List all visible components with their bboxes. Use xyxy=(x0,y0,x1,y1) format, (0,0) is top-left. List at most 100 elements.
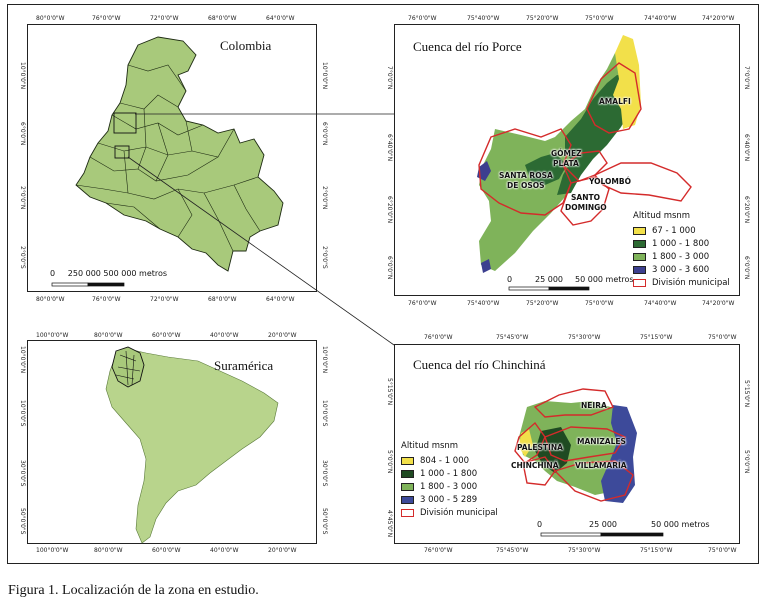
place-label-domingo: DOMINGO xyxy=(565,203,607,212)
legend-swatch-boundary xyxy=(401,508,414,517)
colombia-right-tick: 2°0'0"N xyxy=(321,186,328,210)
porce-bottom-tick: 74°40'0"W xyxy=(644,300,677,307)
southamerica-bottom-tick: 20°0'0"W xyxy=(268,547,297,554)
colombia-right-tick: 10°0'0"N xyxy=(321,62,328,90)
chinchina-locator-box xyxy=(114,145,130,159)
chinchina-legend-row: 804 - 1 000 xyxy=(401,454,498,467)
colombia-right-tick: 2°0'0"S xyxy=(321,246,328,269)
chinchina-top-tick: 75°30'0"W xyxy=(568,334,601,341)
chinchina-elev-3000-5289 xyxy=(601,405,637,503)
southamerica-right-tick: 30°0'0"S xyxy=(321,460,328,487)
chinchina-left-tick: 5°15'0"N xyxy=(386,378,393,406)
porce-map xyxy=(477,35,692,291)
chinchina-bottom-tick: 75°0'0"W xyxy=(708,547,737,554)
porce-right-tick: 6°0'0"N xyxy=(743,256,750,280)
porce-right-tick: 7°0'0"N xyxy=(743,66,750,90)
porce-left-tick: 7°0'0"N xyxy=(386,66,393,90)
figure-caption: Figura 1. Localización de la zona en est… xyxy=(8,583,259,598)
chinchina-scale-25000: 25 000 xyxy=(589,520,617,529)
chinchina-right-tick: 5°0'0"N xyxy=(743,450,750,474)
chinchina-elev-1800-3000 xyxy=(519,401,633,495)
chinchina-legend-row: 1 800 - 3 000 xyxy=(401,480,498,493)
porce-elev-1000-1800 xyxy=(557,75,631,195)
colombia-right-tick: 6°0'0"N xyxy=(321,122,328,146)
porce-top-tick: 76°0'0"W xyxy=(408,15,437,22)
colombia-title: Colombia xyxy=(220,38,272,53)
legend-swatch-dark-green xyxy=(401,469,414,478)
legend-swatch-light-green xyxy=(401,482,414,491)
place-label-palestina: PALESTINA xyxy=(517,443,563,452)
porce-legend-row: 1 800 - 3 000 xyxy=(633,250,730,263)
southamerica-bottom-tick: 40°0'0"W xyxy=(210,547,239,554)
colombia-left-tick: 10°0'0"N xyxy=(19,62,26,90)
southamerica-map xyxy=(105,346,279,544)
porce-legend-row: 3 000 - 3 600 xyxy=(633,263,730,276)
chinchina-municipal-boundaries xyxy=(514,388,634,502)
chinchina-elev-804-1000 xyxy=(519,429,533,457)
southamerica-left-tick: 30°0'0"S xyxy=(19,460,26,487)
legend-swatch-blue xyxy=(633,265,646,274)
porce-elev-3000-3600-south xyxy=(481,259,491,273)
porce-title: Cuenca del río Porce xyxy=(413,39,522,54)
chinchina-scale-50000: 50 000 metros xyxy=(651,520,710,529)
colombia-left-tick: 2°0'0"N xyxy=(19,186,26,210)
porce-bottom-tick: 74°20'0"W xyxy=(702,300,735,307)
porce-bottom-tick: 75°0'0"W xyxy=(585,300,614,307)
porce-scale-0: 0 xyxy=(507,275,513,284)
porce-legend: Altitud msnm 67 - 1 000 1 000 - 1 800 1 … xyxy=(633,211,730,289)
chinchina-title: Cuenca del río Chinchiná xyxy=(413,357,546,372)
southamerica-left-tick: 10°0'0"N xyxy=(19,346,26,374)
porce-bottom-tick: 75°40'0"W xyxy=(467,300,500,307)
southamerica-left-tick: 10°0'0"S xyxy=(19,400,26,427)
colombia-scale-bar xyxy=(51,282,125,287)
porce-municipal-boundaries xyxy=(478,62,692,226)
chinchina-scale-bar xyxy=(540,532,664,537)
southamerica-shape xyxy=(105,348,279,544)
chinchina-bottom-tick: 75°30'0"W xyxy=(568,547,601,554)
colombia-top-tick: 64°0'0"W xyxy=(266,15,295,22)
chinchina-legend-row: División municipal xyxy=(401,506,498,519)
porce-locator-box xyxy=(113,112,137,134)
porce-elev-67-1000 xyxy=(613,35,641,129)
place-label-yolombo: YOLOMBÓ xyxy=(589,177,631,186)
colombia-top-tick: 76°0'0"W xyxy=(92,15,121,22)
southamerica-right-tick: 10°0'0"S xyxy=(321,400,328,427)
place-label-manizales: MANIZALES xyxy=(577,437,626,446)
chinchina-legend-row: 1 000 - 1 800 xyxy=(401,467,498,480)
porce-right-tick: 6°20'0"N xyxy=(743,196,750,224)
place-label-chinchina: CHINCHINÁ xyxy=(511,461,559,470)
colombia-left-tick: 2°0'0"S xyxy=(19,246,26,269)
southamerica-left-tick: 50°0'0"S xyxy=(19,508,26,535)
chinchina-legend-title: Altitud msnm xyxy=(401,441,459,451)
porce-legend-title: Altitud msnm xyxy=(633,211,691,221)
porce-bottom-tick: 75°20'0"W xyxy=(526,300,559,307)
southamerica-top-tick: 80°0'0"W xyxy=(94,332,123,339)
southamerica-right-tick: 50°0'0"S xyxy=(321,508,328,535)
chinchina-top-tick: 75°15'0"W xyxy=(640,334,673,341)
colombia-bottom-tick: 76°0'0"W xyxy=(92,296,121,303)
place-label-amalfi: AMALFI xyxy=(599,97,631,106)
colombia-map xyxy=(51,36,284,287)
chinchina-map xyxy=(514,388,664,537)
chinchina-bottom-tick: 75°45'0"W xyxy=(496,547,529,554)
chinchina-legend: Altitud msnm 804 - 1 000 1 000 - 1 800 1… xyxy=(401,441,498,519)
porce-panel: Cuenca del río Porce AMALFI GÓMEZ PLATA … xyxy=(394,24,740,296)
porce-legend-row: 67 - 1 000 xyxy=(633,224,730,237)
legend-swatch-yellow xyxy=(633,226,646,235)
colombia-scale-label: 0 250 000 500 000 metros xyxy=(50,269,168,278)
southamerica-top-tick: 60°0'0"W xyxy=(152,332,181,339)
place-label-santo: SANTO xyxy=(571,193,600,202)
colombia-bottom-tick: 72°0'0"W xyxy=(150,296,179,303)
porce-left-tick: 6°0'0"N xyxy=(386,256,393,280)
southamerica-title: Suramérica xyxy=(214,358,274,373)
chinchina-panel: Cuenca del río Chinchiná NEIRA PALESTINA… xyxy=(394,344,740,544)
place-label-de-osos: DE OSOS xyxy=(507,181,545,190)
legend-swatch-light-green xyxy=(633,252,646,261)
porce-legend-row: División municipal xyxy=(633,276,730,289)
porce-top-tick: 74°40'0"W xyxy=(644,15,677,22)
place-label-gomez: GÓMEZ xyxy=(551,149,582,158)
chinchina-left-tick: 4°45'0"N xyxy=(386,510,393,538)
porce-scale-25000: 25 000 xyxy=(535,275,563,284)
porce-bottom-tick: 76°0'0"W xyxy=(408,300,437,307)
southamerica-panel: Suramérica xyxy=(27,340,317,544)
